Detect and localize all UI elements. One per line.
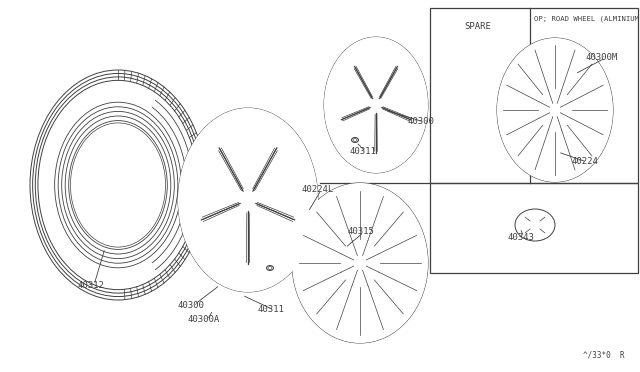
Ellipse shape bbox=[266, 266, 273, 270]
Ellipse shape bbox=[70, 123, 166, 247]
Text: 40311: 40311 bbox=[350, 148, 377, 157]
Text: 40300: 40300 bbox=[408, 118, 435, 126]
Ellipse shape bbox=[178, 108, 318, 292]
Text: 40311: 40311 bbox=[258, 305, 285, 314]
Ellipse shape bbox=[324, 37, 428, 173]
Text: 40224: 40224 bbox=[571, 157, 598, 167]
Text: 40315: 40315 bbox=[348, 228, 375, 237]
Ellipse shape bbox=[30, 70, 206, 300]
Text: 40300: 40300 bbox=[178, 301, 205, 310]
Ellipse shape bbox=[292, 183, 428, 343]
Ellipse shape bbox=[515, 209, 555, 241]
Text: 40300M: 40300M bbox=[586, 54, 618, 62]
Text: 40312: 40312 bbox=[78, 280, 105, 289]
Text: SPARE: SPARE bbox=[465, 22, 492, 31]
Text: 40300A: 40300A bbox=[188, 315, 220, 324]
Text: OP; ROAD WHEEL (ALMINIUM): OP; ROAD WHEEL (ALMINIUM) bbox=[534, 16, 640, 22]
Text: 40224L: 40224L bbox=[302, 186, 334, 195]
Bar bbox=[430, 8, 638, 183]
Text: 40343: 40343 bbox=[508, 232, 535, 241]
Text: ^/33*0  R: ^/33*0 R bbox=[584, 351, 625, 360]
Bar bbox=[430, 183, 638, 273]
Ellipse shape bbox=[497, 38, 613, 182]
Ellipse shape bbox=[351, 138, 358, 142]
